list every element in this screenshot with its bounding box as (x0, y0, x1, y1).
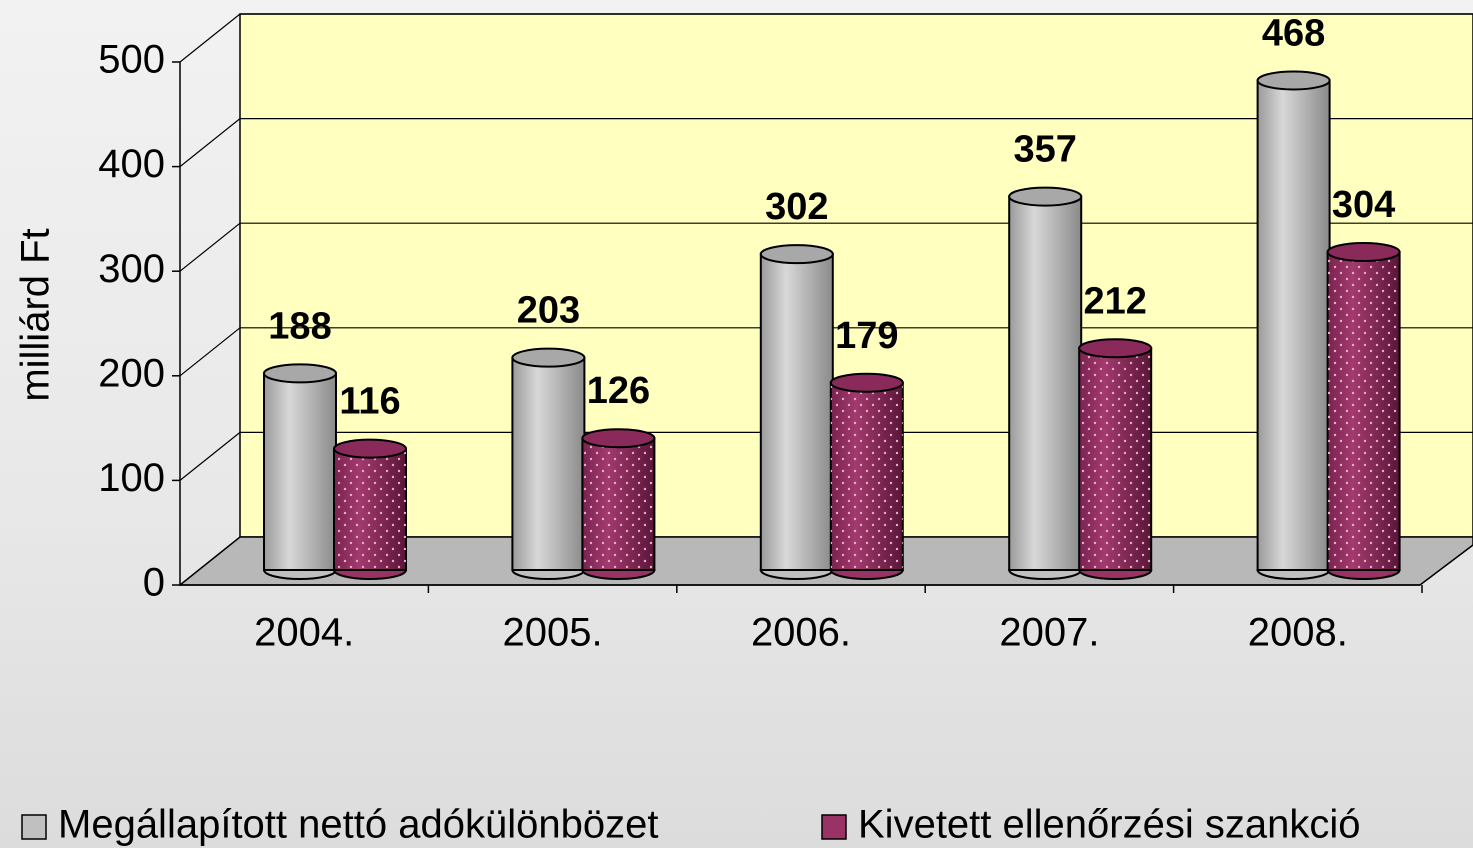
bar-top (582, 429, 654, 447)
value-label: 468 (1262, 13, 1325, 55)
value-label: 116 (339, 381, 400, 423)
y-tick-label: 400 (98, 142, 165, 186)
bar-pattern (1328, 252, 1400, 570)
page: {"chart_data": {"type": "bar3d", "y_labe… (0, 0, 1473, 848)
x-tick-label: 2007. (999, 611, 1099, 655)
value-label: 126 (587, 370, 650, 412)
bar (1258, 80, 1330, 570)
y-tick-label: 200 (98, 351, 165, 395)
y-tick-label: 500 (98, 38, 165, 82)
bar-top (1258, 71, 1330, 89)
bar-top (1009, 188, 1081, 206)
bar (512, 358, 584, 570)
value-label: 302 (765, 186, 828, 228)
bar-pattern (334, 449, 406, 570)
bar-pattern (1079, 348, 1151, 570)
bar-pattern (831, 383, 903, 570)
value-label: 304 (1332, 184, 1395, 226)
y-tick-label: 0 (143, 561, 165, 605)
y-axis-label: milliárd Ft (14, 228, 58, 401)
bar-top (264, 364, 336, 382)
value-label: 212 (1083, 280, 1146, 322)
chart: milliárd Ft 0 100 200 300 400 500 2004. 188116 2… (0, 0, 1473, 848)
x-tick-label: 2004. (254, 611, 354, 655)
y-tick-label: 300 (98, 247, 165, 291)
x-tick-label: 2006. (751, 611, 851, 655)
y-tick-label: 100 (98, 456, 165, 500)
bar-top (334, 440, 406, 458)
bar-top (1328, 243, 1400, 261)
legend-swatch (22, 815, 46, 839)
legend-label: Kivetett ellenőrzési szankció (858, 803, 1360, 847)
bar-pattern (582, 438, 654, 570)
bar-top (831, 374, 903, 392)
x-tick-label: 2005. (503, 611, 603, 655)
x-tick-label: 2008. (1248, 611, 1348, 655)
value-label: 203 (517, 290, 580, 332)
bar (264, 373, 336, 570)
value-label: 357 (1013, 129, 1076, 171)
value-label: 179 (835, 315, 898, 357)
legend-label: Megállapított nettó adókülönbözet (58, 803, 658, 847)
value-label: 188 (268, 305, 331, 347)
bar (761, 254, 833, 570)
bar-top (512, 349, 584, 367)
bar-top (761, 245, 833, 263)
bar-top (1079, 339, 1151, 357)
legend-swatch (822, 815, 846, 839)
bar (1009, 197, 1081, 570)
